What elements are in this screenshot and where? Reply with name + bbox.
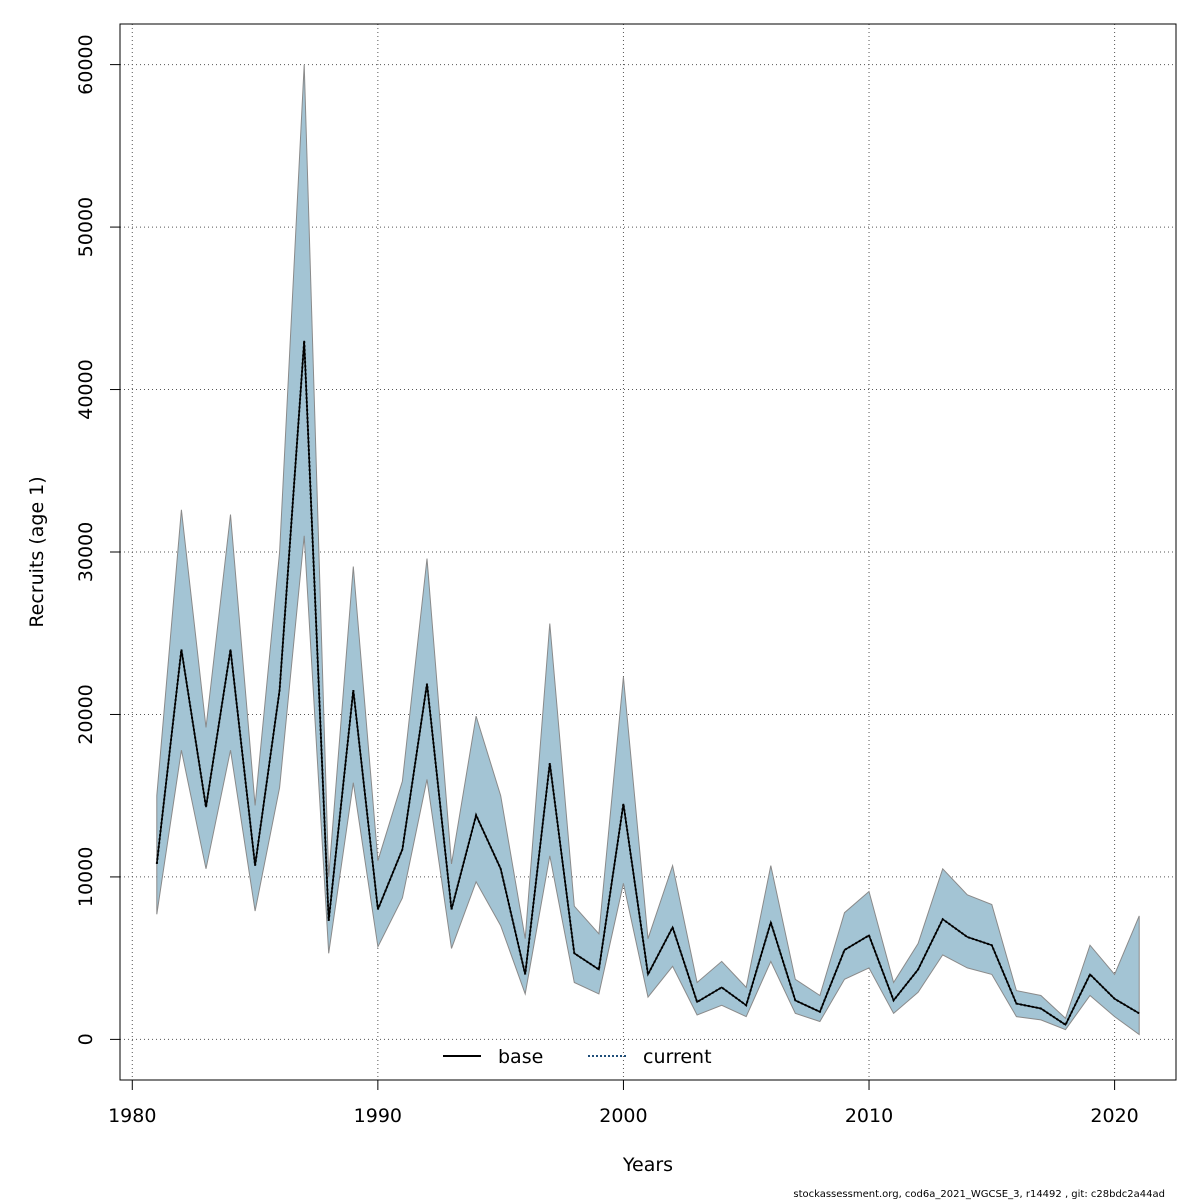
y-axis: 0 10000 20000 30000 40000 50000 60000 [75, 34, 120, 1045]
legend: base current [443, 1046, 712, 1068]
legend-label-current: current [643, 1046, 712, 1068]
y-tick-label: 50000 [75, 197, 97, 257]
x-axis: 1980 1990 2000 2010 2020 [108, 1080, 1139, 1127]
y-tick-label: 60000 [75, 34, 97, 94]
y-tick-label: 30000 [75, 522, 97, 582]
grid-lines [120, 24, 1176, 1080]
y-tick-label: 40000 [75, 359, 97, 419]
x-tick-label: 1990 [354, 1105, 402, 1127]
series-lines-layer [155, 340, 1140, 1027]
y-tick-label: 0 [75, 1033, 97, 1045]
y-tick-label: 10000 [75, 847, 97, 907]
y-tick-label: 20000 [75, 684, 97, 744]
x-axis-title: Years [622, 1154, 673, 1176]
series-line-base [156, 340, 1140, 1026]
confidence-band [156, 64, 1140, 1036]
footer-text: stockassessment.org, cod6a_2021_WGCSE_3,… [793, 1189, 1165, 1200]
legend-label-base: base [498, 1046, 543, 1068]
x-tick-label: 1980 [108, 1105, 156, 1127]
x-tick-label: 2020 [1090, 1105, 1138, 1127]
x-tick-label: 2000 [599, 1105, 647, 1127]
y-axis-title: Recruits (age 1) [26, 476, 48, 627]
confidence-band-layer [156, 64, 1140, 1036]
x-tick-label: 2010 [845, 1105, 893, 1127]
